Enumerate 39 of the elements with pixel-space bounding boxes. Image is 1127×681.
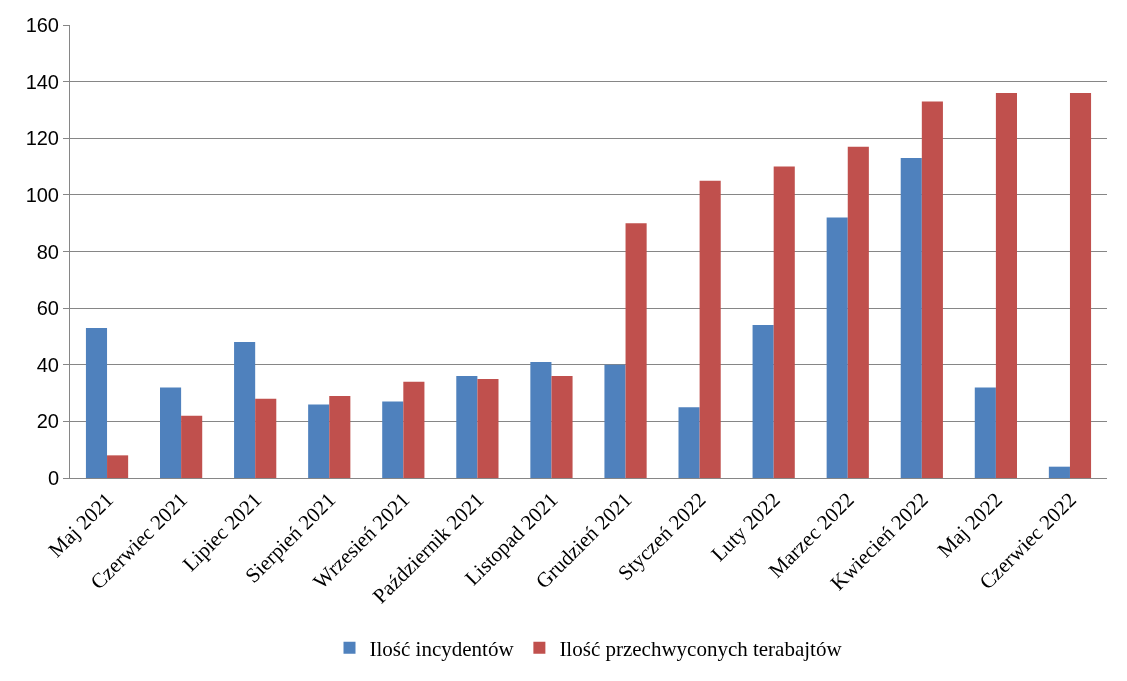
bar: [921, 101, 943, 478]
bar: [974, 387, 996, 478]
bar: [604, 364, 626, 478]
legend-label: Ilość incydentów: [369, 636, 515, 661]
bar: [752, 325, 774, 478]
bar: [308, 404, 330, 478]
bar: [160, 387, 182, 478]
bar: [900, 158, 922, 478]
bar: [773, 166, 795, 478]
bar: [1069, 92, 1092, 478]
y-tick-label: 20: [36, 410, 59, 433]
bar: [995, 92, 1017, 478]
bar: [456, 376, 478, 478]
bar: [826, 217, 848, 478]
y-tick-label: 120: [25, 127, 59, 150]
y-tick-label: 80: [36, 240, 59, 263]
bar: [234, 342, 256, 478]
y-tick-label: 140: [25, 70, 59, 93]
bar: [403, 381, 425, 478]
bar: [329, 395, 351, 478]
bar: [625, 223, 647, 478]
bar: [678, 407, 700, 478]
bar: [382, 401, 404, 478]
y-tick-label: 40: [36, 353, 59, 376]
bar: [181, 415, 203, 478]
bar: [477, 378, 499, 478]
bar: [847, 146, 869, 478]
y-tick-label: 0: [47, 467, 59, 489]
bar: [255, 398, 277, 478]
bar: [107, 455, 129, 478]
bar: [699, 180, 721, 478]
y-tick-label: 160: [25, 14, 59, 36]
bar: [551, 376, 573, 478]
y-tick-label: 60: [36, 297, 59, 320]
bar: [85, 327, 108, 478]
bar: [530, 361, 552, 478]
y-tick-label: 100: [25, 183, 59, 206]
bar: [1048, 466, 1070, 478]
legend-label: Ilość przechwyconych terabajtów: [559, 636, 843, 661]
